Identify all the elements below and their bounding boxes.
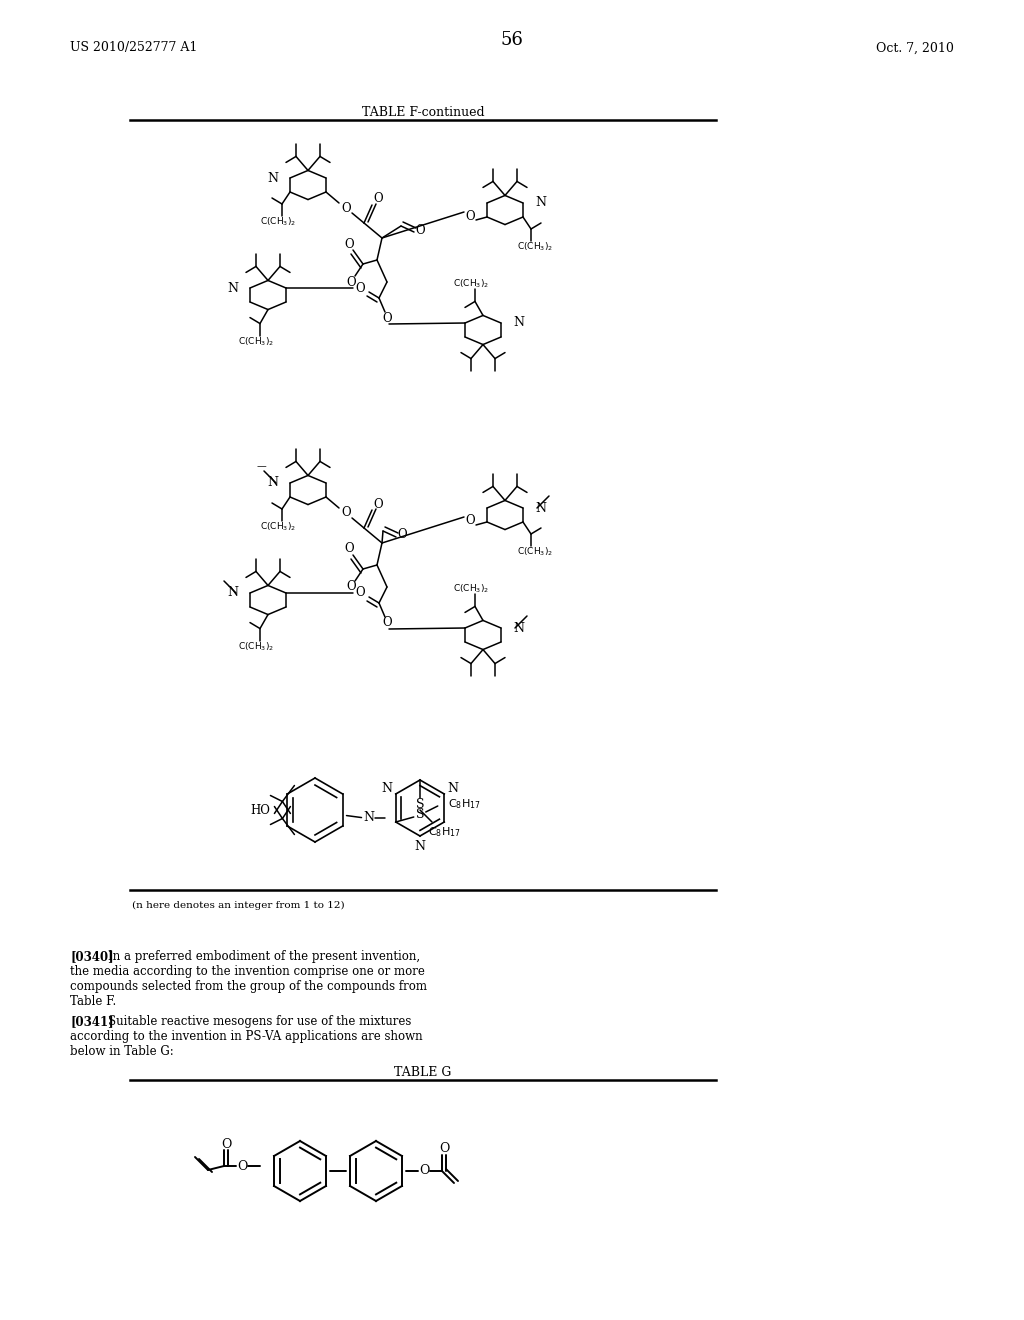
Text: O: O [344,543,354,556]
Text: $\mathsf{C(CH_3)_2}$: $\mathsf{C(CH_3)_2}$ [260,521,296,533]
Text: O: O [346,276,355,289]
Text: Oct. 7, 2010: Oct. 7, 2010 [877,41,954,54]
Text: O: O [382,616,392,630]
Text: N: N [535,502,546,515]
Text: N: N [513,622,524,635]
Text: S: S [416,797,424,810]
Text: O: O [382,312,392,325]
Text: O: O [465,515,475,528]
Text: O: O [355,586,365,599]
Text: $\mathsf{C(CH_3)_2}$: $\mathsf{C(CH_3)_2}$ [238,640,274,653]
Text: N: N [447,783,459,796]
Text: O: O [373,498,383,511]
Text: O: O [341,507,351,520]
Text: O: O [341,202,351,214]
Text: N: N [267,477,278,490]
Text: N: N [227,281,238,294]
Text: $\mathsf{C_8H_{17}}$: $\mathsf{C_8H_{17}}$ [428,825,461,840]
Text: In a preferred embodiment of the present invention,: In a preferred embodiment of the present… [108,950,420,964]
Text: TABLE G: TABLE G [394,1067,452,1080]
Text: O: O [221,1138,231,1151]
Text: O: O [439,1143,450,1155]
Text: $\mathsf{C(CH_3)_2}$: $\mathsf{C(CH_3)_2}$ [517,545,553,558]
Text: $\mathsf{C(CH_3)_2}$: $\mathsf{C(CH_3)_2}$ [517,240,553,253]
Text: N: N [415,840,426,853]
Text: O: O [346,581,355,594]
Text: O: O [397,528,407,541]
Text: S: S [416,808,424,821]
Text: N: N [513,317,524,330]
Text: $\mathsf{C(CH_3)_2}$: $\mathsf{C(CH_3)_2}$ [453,582,489,595]
Text: (n here denotes an integer from 1 to 12): (n here denotes an integer from 1 to 12) [132,900,345,909]
Text: O: O [355,281,365,294]
Text: TABLE F-continued: TABLE F-continued [361,107,484,120]
Text: N: N [364,810,374,824]
Text: N: N [267,172,278,185]
Text: $\mathsf{—}$: $\mathsf{—}$ [256,461,267,470]
Text: HO: HO [250,804,270,817]
Text: $\mathsf{C(CH_3)_2}$: $\mathsf{C(CH_3)_2}$ [453,277,489,289]
Text: O: O [237,1159,247,1172]
Text: O: O [415,223,425,236]
Text: Table F.: Table F. [70,995,117,1008]
Text: the media according to the invention comprise one or more: the media according to the invention com… [70,965,425,978]
Text: according to the invention in PS-VA applications are shown: according to the invention in PS-VA appl… [70,1030,423,1043]
Text: O: O [344,238,354,251]
Text: $\mathsf{C(CH_3)_2}$: $\mathsf{C(CH_3)_2}$ [260,215,296,228]
Text: [0340]: [0340] [70,950,114,964]
Text: $\mathsf{C_8H_{17}}$: $\mathsf{C_8H_{17}}$ [447,797,480,810]
Text: compounds selected from the group of the compounds from: compounds selected from the group of the… [70,979,427,993]
Text: O: O [419,1164,429,1177]
Text: US 2010/252777 A1: US 2010/252777 A1 [70,41,198,54]
Text: below in Table G:: below in Table G: [70,1045,174,1059]
Text: Suitable reactive mesogens for use of the mixtures: Suitable reactive mesogens for use of th… [108,1015,412,1028]
Text: $\mathsf{C(CH_3)_2}$: $\mathsf{C(CH_3)_2}$ [238,335,274,347]
Text: [0341]: [0341] [70,1015,114,1028]
Text: N: N [535,197,546,210]
Text: N: N [227,586,238,599]
Text: N: N [382,783,392,796]
Text: 56: 56 [501,30,523,49]
Text: O: O [373,193,383,206]
Text: O: O [465,210,475,223]
